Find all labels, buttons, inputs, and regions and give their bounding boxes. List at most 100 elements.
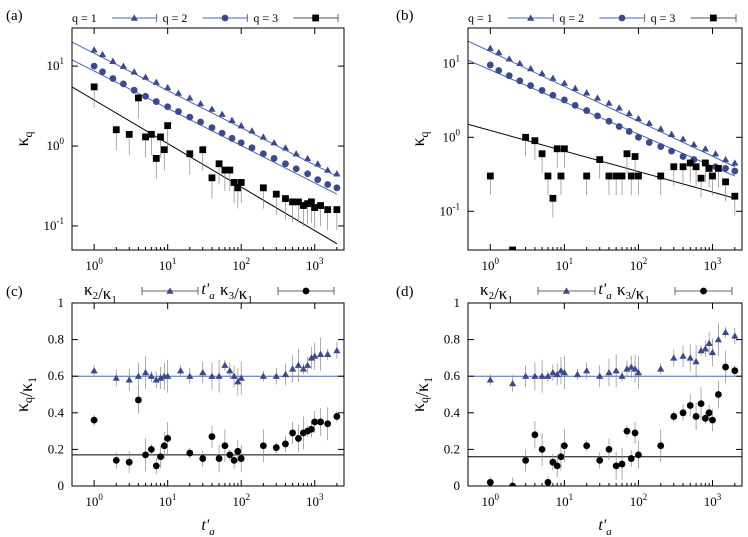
data-point: [560, 442, 568, 450]
data-point: [317, 418, 324, 426]
data-point: [605, 446, 613, 453]
data-point: [596, 156, 604, 163]
data-point: [657, 172, 665, 180]
data-point: [722, 178, 729, 186]
data-point: [635, 451, 642, 459]
data-point: [544, 372, 552, 379]
legend-marker: [312, 14, 320, 22]
fit-line: [72, 41, 338, 177]
data-point: [560, 145, 568, 153]
y-tick-label: 0: [58, 478, 65, 493]
data-point: [270, 139, 278, 146]
data-series: [90, 46, 341, 231]
data-point: [299, 365, 307, 372]
data-point: [237, 374, 245, 381]
x-tick-label: 103: [306, 492, 324, 509]
data-point: [623, 427, 631, 435]
data-point: [679, 409, 687, 417]
data-point: [686, 354, 694, 361]
data-point: [627, 172, 635, 180]
data-point: [316, 350, 325, 357]
data-point: [164, 372, 172, 379]
data-point: [618, 172, 626, 180]
y-axis-label: κq: [12, 131, 35, 146]
data-point: [731, 192, 739, 200]
data-point: [708, 348, 717, 356]
panel-d: (d) 100 101 102 103 0 0.2 0.4 0.6 0.8 1 t'a κq/κ1 κ2/…: [396, 280, 743, 537]
data-point: [505, 55, 513, 62]
x-tick-label: 101: [159, 492, 177, 509]
data-point: [281, 144, 290, 151]
data-point: [668, 147, 675, 155]
data-point: [199, 455, 207, 462]
data-point: [522, 133, 530, 141]
legend-marker: [130, 14, 138, 21]
data-point: [259, 442, 267, 450]
y-tick-label: 0.6: [444, 368, 461, 383]
data-point: [199, 146, 207, 154]
data-point: [705, 409, 713, 417]
data-point: [218, 110, 226, 117]
legend: q = 1 q = 2 q = 3: [72, 11, 339, 25]
data-point: [152, 462, 160, 470]
data-point: [226, 367, 234, 374]
data-point: [112, 374, 120, 381]
data-point: [625, 128, 633, 135]
data-point: [221, 442, 229, 450]
data-point: [679, 163, 687, 171]
data-point: [294, 361, 303, 368]
data-point: [324, 166, 332, 173]
data-point: [259, 372, 267, 379]
x-axis-label: t'a: [201, 281, 215, 302]
data-point: [686, 159, 694, 167]
data-point: [670, 163, 678, 171]
data-point: [679, 135, 687, 142]
data-point: [635, 133, 642, 141]
data-point: [721, 155, 730, 163]
fit-line: [468, 59, 736, 177]
y-tick-label: 100: [47, 136, 65, 153]
data-point: [692, 357, 700, 365]
data-point: [186, 113, 194, 121]
data-point: [90, 83, 98, 91]
y-axis-label: κq/κ1: [408, 377, 435, 412]
x-tick-label: 103: [306, 256, 324, 273]
data-point: [174, 89, 183, 96]
data-point: [596, 372, 604, 379]
data-point: [701, 159, 709, 167]
y-tick-label: 0.8: [48, 332, 64, 347]
y-tick-label: 101: [443, 53, 461, 70]
data-point: [299, 202, 307, 209]
data-point: [634, 114, 643, 122]
x-tick-label: 103: [704, 492, 722, 509]
data-point: [324, 420, 332, 428]
legend-marker: [527, 14, 535, 21]
data-point: [186, 94, 194, 101]
data-point: [612, 462, 620, 470]
data-point: [147, 372, 155, 379]
data-point: [282, 160, 289, 168]
data-point: [99, 68, 106, 76]
data-point: [667, 130, 676, 137]
data-point: [304, 154, 312, 162]
data-point: [164, 83, 172, 91]
y-tick-label: 0.2: [444, 441, 460, 456]
y-tick-label: 0.2: [48, 441, 64, 456]
data-point: [583, 172, 591, 180]
data-point: [311, 352, 319, 359]
data-point: [221, 361, 229, 368]
panel-c: (c) 100 101 102 103 0 0.2 0.4 0.6 0.8 1 t'a κq/κ1 κ2/…: [6, 280, 345, 537]
data-point: [516, 77, 524, 85]
plot-frame: [467, 302, 743, 487]
data-point: [164, 122, 172, 130]
data-point: [714, 336, 722, 343]
data-point: [631, 429, 639, 437]
data-point: [152, 78, 160, 85]
data-point: [505, 72, 513, 80]
data-point: [516, 59, 524, 67]
data-point: [237, 455, 245, 462]
data-point: [281, 370, 290, 378]
data-point: [259, 133, 267, 140]
data-point: [142, 133, 149, 141]
y-tick-label: 1: [454, 295, 461, 310]
